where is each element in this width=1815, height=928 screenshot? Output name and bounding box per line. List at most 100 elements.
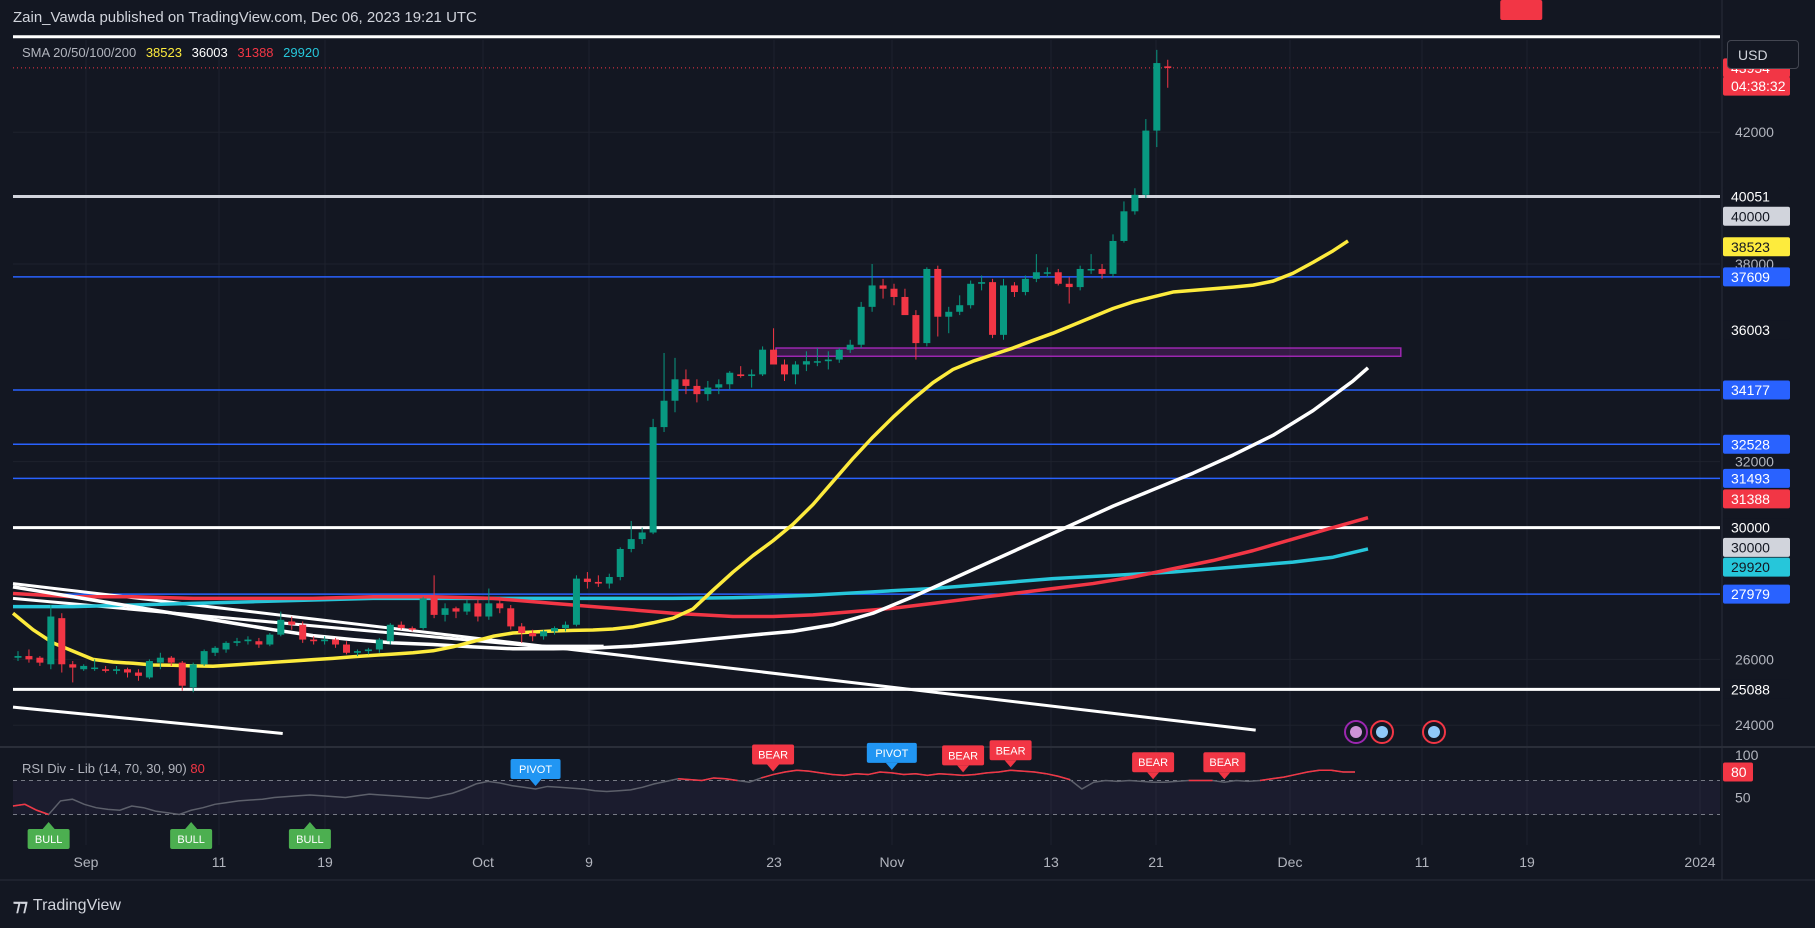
candle-body xyxy=(529,632,537,637)
candle xyxy=(802,351,810,372)
rsi-legend[interactable]: RSI Div - Lib (14, 70, 30, 90) 80 xyxy=(22,761,205,776)
price-label: 25088 xyxy=(1723,679,1790,699)
time-axis-tick: Nov xyxy=(880,854,905,870)
candle xyxy=(671,357,679,413)
candle xyxy=(1109,234,1117,278)
rsi-signal-bull: BULL xyxy=(170,822,213,849)
us-flag-icon-inner xyxy=(1376,726,1388,738)
price-label: 37609 xyxy=(1723,267,1790,287)
signal-arrow xyxy=(1004,760,1017,768)
signal-text: PIVOT xyxy=(519,764,552,776)
candle-body xyxy=(835,349,843,360)
price-label: 38523 xyxy=(1723,237,1790,257)
sma200-line xyxy=(13,547,1369,609)
price-label: 36003 xyxy=(1723,320,1790,340)
price-label-box xyxy=(1723,186,1790,206)
candle xyxy=(594,575,602,587)
price-label-text: 40000 xyxy=(1731,208,1770,224)
candle xyxy=(14,651,22,661)
candle xyxy=(967,280,975,309)
candle-body xyxy=(846,344,854,350)
candle-body xyxy=(222,642,230,650)
candle xyxy=(134,669,142,681)
price-label-text: 38523 xyxy=(1731,239,1770,255)
candle xyxy=(397,621,405,630)
sma-legend-value-20: 38523 xyxy=(145,45,182,60)
candle-body xyxy=(1010,285,1018,293)
candle-body xyxy=(233,641,241,643)
price-label: 34177 xyxy=(1723,380,1790,400)
price-labels: 4395404:38:32400514000038523376093600334… xyxy=(1723,58,1790,699)
candle xyxy=(36,656,44,666)
candle-body xyxy=(200,651,208,665)
candle xyxy=(485,588,493,620)
sma-legend-value-200: 29920 xyxy=(283,45,320,60)
candle xyxy=(408,626,416,632)
price-label: 31493 xyxy=(1723,468,1790,488)
candle xyxy=(956,295,964,316)
candle xyxy=(616,547,624,581)
price-label-text: 30000 xyxy=(1731,520,1770,536)
candle-body xyxy=(310,639,318,642)
candle xyxy=(1043,267,1051,278)
rsi-axis-tick: 50 xyxy=(1735,790,1751,806)
signal-arrow xyxy=(1147,772,1160,780)
time-axis-tick: 23 xyxy=(766,854,782,870)
candle xyxy=(737,366,745,378)
currency-label: USD xyxy=(1738,46,1768,63)
candle-body xyxy=(605,576,613,584)
price-label-text: 40051 xyxy=(1731,188,1770,204)
candle-body xyxy=(1065,283,1073,288)
price-label-box xyxy=(1723,76,1790,96)
candle xyxy=(1131,188,1139,215)
candle-body xyxy=(1032,272,1040,279)
candle xyxy=(857,301,865,349)
price-label: 04:38:32 xyxy=(1723,76,1790,96)
candle-body xyxy=(1000,285,1007,335)
candle xyxy=(868,264,876,312)
candle-body xyxy=(802,361,810,365)
rsi-value-text: 80 xyxy=(1731,764,1747,780)
candle-body xyxy=(671,379,679,401)
tradingview-logo-icon: ⁊⁊ xyxy=(13,898,28,915)
signal-text: BULL xyxy=(177,834,205,846)
candle xyxy=(562,621,569,632)
signal-arrow xyxy=(957,765,970,773)
candle-body xyxy=(91,667,99,670)
candle-body xyxy=(14,656,22,658)
price-axis-tick: 24000 xyxy=(1735,717,1774,733)
tradingview-brand[interactable]: ⁊⁊ TradingView xyxy=(13,896,121,916)
candle xyxy=(386,623,394,645)
price-label-text: 25088 xyxy=(1731,681,1770,697)
candle xyxy=(813,348,821,367)
candle-body xyxy=(715,384,723,388)
rsi-signals: BULL BULL BULL PIVOT BEAR PIVOT BEAR BEAR BEAR BE… xyxy=(27,0,1543,849)
sma-legend[interactable]: SMA 20/50/100/200 38523 36003 31388 2992… xyxy=(22,45,325,60)
price-label-text: 27979 xyxy=(1731,586,1770,602)
candle xyxy=(627,520,635,553)
price-label-box xyxy=(1723,489,1790,509)
time-axis-tick: 2024 xyxy=(1684,854,1715,870)
signal-box xyxy=(1500,0,1543,20)
candle xyxy=(1164,59,1172,88)
candle-body xyxy=(824,359,832,362)
price-label: 29920 xyxy=(1723,557,1790,577)
candle xyxy=(605,573,613,589)
rsi-value-box xyxy=(1723,762,1753,782)
candle xyxy=(288,616,296,630)
rsi-signal-pivot: PIVOT xyxy=(866,742,917,770)
currency-selector[interactable]: USD xyxy=(1727,40,1799,69)
candle xyxy=(693,379,701,403)
candle xyxy=(704,380,712,401)
rsi-signal-pivot: PIVOT xyxy=(510,759,561,786)
candle-body xyxy=(145,660,153,678)
time-axis-tick: 13 xyxy=(1043,854,1059,870)
sma-legend-value-100: 31388 xyxy=(237,45,274,60)
candle xyxy=(58,613,66,673)
candle xyxy=(200,649,208,666)
rsi-signal-bear: BEAR xyxy=(1500,0,1543,20)
candle-body xyxy=(507,608,515,627)
candle-body xyxy=(156,657,164,663)
candle xyxy=(91,659,99,671)
